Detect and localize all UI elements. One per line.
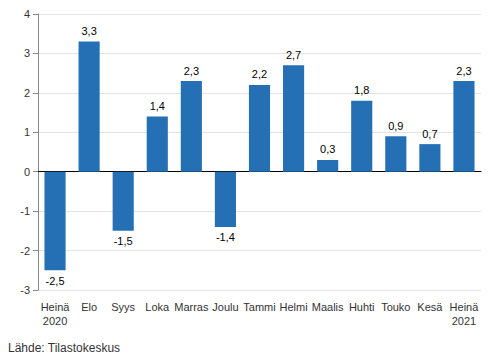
svg-text:2,7: 2,7 bbox=[286, 49, 301, 61]
svg-text:2: 2 bbox=[24, 87, 30, 99]
svg-text:Syys: Syys bbox=[111, 301, 135, 313]
svg-text:-1: -1 bbox=[20, 205, 30, 217]
svg-text:Marras: Marras bbox=[174, 301, 209, 313]
svg-text:Tammi: Tammi bbox=[243, 301, 275, 313]
svg-text:Joulu: Joulu bbox=[212, 301, 238, 313]
svg-text:-2,5: -2,5 bbox=[46, 275, 65, 287]
svg-text:Heinä: Heinä bbox=[41, 301, 71, 313]
svg-text:0,9: 0,9 bbox=[388, 120, 403, 132]
svg-text:Huhti: Huhti bbox=[349, 301, 375, 313]
svg-text:1,4: 1,4 bbox=[150, 100, 165, 112]
svg-text:2020: 2020 bbox=[43, 315, 67, 327]
svg-text:-2: -2 bbox=[20, 245, 30, 257]
svg-text:Elo: Elo bbox=[81, 301, 97, 313]
svg-text:3: 3 bbox=[24, 47, 30, 59]
svg-text:-1,4: -1,4 bbox=[216, 231, 235, 243]
svg-text:Heinä: Heinä bbox=[450, 301, 480, 313]
svg-text:Kesä: Kesä bbox=[417, 301, 443, 313]
svg-text:0: 0 bbox=[24, 166, 30, 178]
svg-text:0,7: 0,7 bbox=[422, 128, 437, 140]
svg-text:0,3: 0,3 bbox=[320, 143, 335, 155]
svg-text:4: 4 bbox=[24, 8, 30, 20]
svg-text:1,8: 1,8 bbox=[354, 84, 369, 96]
svg-text:2,2: 2,2 bbox=[252, 68, 267, 80]
svg-text:3,3: 3,3 bbox=[81, 25, 96, 37]
svg-text:Maalis: Maalis bbox=[312, 301, 344, 313]
svg-text:Touko: Touko bbox=[381, 301, 410, 313]
svg-text:Helmi: Helmi bbox=[280, 301, 308, 313]
svg-text:-3: -3 bbox=[20, 284, 30, 296]
svg-text:1: 1 bbox=[24, 126, 30, 138]
svg-text:-1,5: -1,5 bbox=[114, 235, 133, 247]
svg-text:Lähde: Tilastokeskus: Lähde: Tilastokeskus bbox=[8, 341, 120, 355]
svg-text:Loka: Loka bbox=[145, 301, 170, 313]
svg-text:2,3: 2,3 bbox=[456, 65, 471, 77]
svg-text:2021: 2021 bbox=[452, 315, 476, 327]
svg-text:2,3: 2,3 bbox=[184, 65, 199, 77]
